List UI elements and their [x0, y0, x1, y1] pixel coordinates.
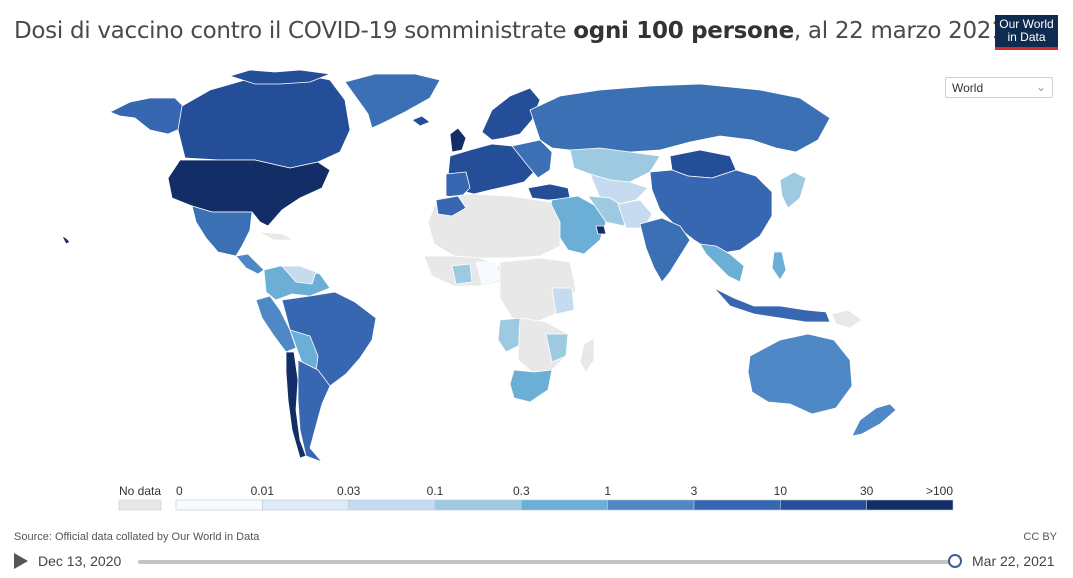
region-uae[interactable]	[595, 225, 607, 235]
title-emphasis: ogni 100 persone	[573, 18, 794, 44]
legend-no-data-swatch	[118, 499, 162, 511]
region-madagascar[interactable]	[579, 337, 595, 373]
legend-swatch	[521, 499, 608, 511]
logo-line-2: in Data	[1007, 30, 1046, 44]
legend-swatch	[348, 499, 436, 511]
region-china[interactable]	[649, 169, 773, 255]
source-note: Source: Official data collated by Our Wo…	[14, 531, 260, 543]
legend-no-data: No data	[118, 484, 162, 511]
region-iberia[interactable]	[445, 171, 471, 199]
legend-tick-label: 30	[860, 484, 874, 498]
chevron-down-icon: ⌄	[1035, 80, 1046, 94]
region-mexico[interactable]	[191, 205, 253, 257]
region-argentina[interactable]	[297, 359, 331, 463]
legend-swatch	[175, 499, 263, 511]
region-ghana-cote-ivoire[interactable]	[451, 263, 473, 285]
legend-tick-label: 10	[774, 484, 788, 498]
region-southeast-asia[interactable]	[699, 243, 745, 283]
title-suffix: , al 22 marzo 2021.	[793, 18, 1013, 44]
legend-swatch	[262, 499, 349, 511]
region-alaska[interactable]	[109, 97, 186, 135]
region-indonesia[interactable]	[713, 287, 831, 323]
region-mozambique-zimbabwe[interactable]	[545, 333, 569, 363]
world-map[interactable]	[0, 60, 1073, 472]
region-canada[interactable]	[177, 73, 351, 169]
region-russia[interactable]	[529, 83, 831, 153]
region-usa[interactable]	[167, 159, 331, 227]
region-cuba[interactable]	[257, 231, 295, 241]
region-japan-korea[interactable]	[779, 171, 807, 209]
region-greenland[interactable]	[344, 73, 441, 129]
region-philippines[interactable]	[771, 251, 787, 281]
legend-tick-label: 0.01	[251, 484, 275, 498]
color-legend: No data 0 0.01 0.03 0.1 0.3 1 3 10 30 >100	[118, 484, 954, 511]
region-hawaii[interactable]	[61, 235, 71, 245]
legend-tick-label: 1	[604, 484, 611, 498]
legend-bins: 0 0.01 0.03 0.1 0.3 1 3 10 30 >100	[175, 484, 954, 511]
region-iceland[interactable]	[411, 115, 431, 127]
region-turkey[interactable]	[527, 183, 571, 201]
legend-tick-label: >100	[926, 484, 953, 498]
region-venezuela[interactable]	[281, 265, 317, 285]
legend-swatch	[780, 499, 867, 511]
timeline-slider-handle[interactable]	[948, 554, 962, 568]
region-arctic-islands[interactable]	[229, 69, 331, 85]
legend-swatch	[693, 499, 781, 511]
region-selector[interactable]: World ⌄	[945, 77, 1053, 98]
region-uk-ireland[interactable]	[449, 127, 467, 153]
timeline-start-date: Dec 13, 2020	[38, 553, 122, 569]
legend-swatch	[434, 499, 522, 511]
region-morocco[interactable]	[435, 195, 467, 217]
legend-no-data-label: No data	[119, 484, 161, 498]
legend-tick-label: 0.1	[427, 484, 444, 498]
legend-swatch	[866, 499, 954, 511]
play-icon[interactable]	[14, 553, 28, 569]
legend-swatch	[607, 499, 695, 511]
region-kazakhstan[interactable]	[569, 147, 661, 183]
region-south-africa[interactable]	[509, 369, 553, 403]
region-new-zealand[interactable]	[851, 403, 897, 437]
region-east-africa[interactable]	[551, 287, 575, 315]
timeline-slider-track[interactable]	[138, 560, 956, 564]
region-central-america[interactable]	[235, 253, 265, 275]
logo-line-1: Our World	[999, 17, 1054, 31]
region-selector-value: World	[952, 81, 984, 95]
title-prefix: Dosi di vaccino contro il COVID-19 sommi…	[14, 18, 574, 44]
timeline-end-date: Mar 22, 2021	[972, 553, 1055, 569]
chart-title: Dosi di vaccino contro il COVID-19 sommi…	[14, 18, 1013, 44]
license-label[interactable]: CC BY	[1023, 531, 1057, 543]
region-india[interactable]	[639, 217, 691, 283]
region-png[interactable]	[831, 309, 863, 329]
owid-logo[interactable]: Our World in Data	[995, 15, 1058, 50]
region-afghanistan-pakistan[interactable]	[617, 199, 653, 229]
legend-tick-label: 0.03	[337, 484, 361, 498]
region-australia[interactable]	[747, 333, 853, 415]
region-peru-ecuador[interactable]	[255, 295, 297, 353]
legend-tick-label: 0	[176, 484, 183, 498]
legend-tick-label: 3	[691, 484, 698, 498]
legend-tick-label: 0.3	[513, 484, 530, 498]
